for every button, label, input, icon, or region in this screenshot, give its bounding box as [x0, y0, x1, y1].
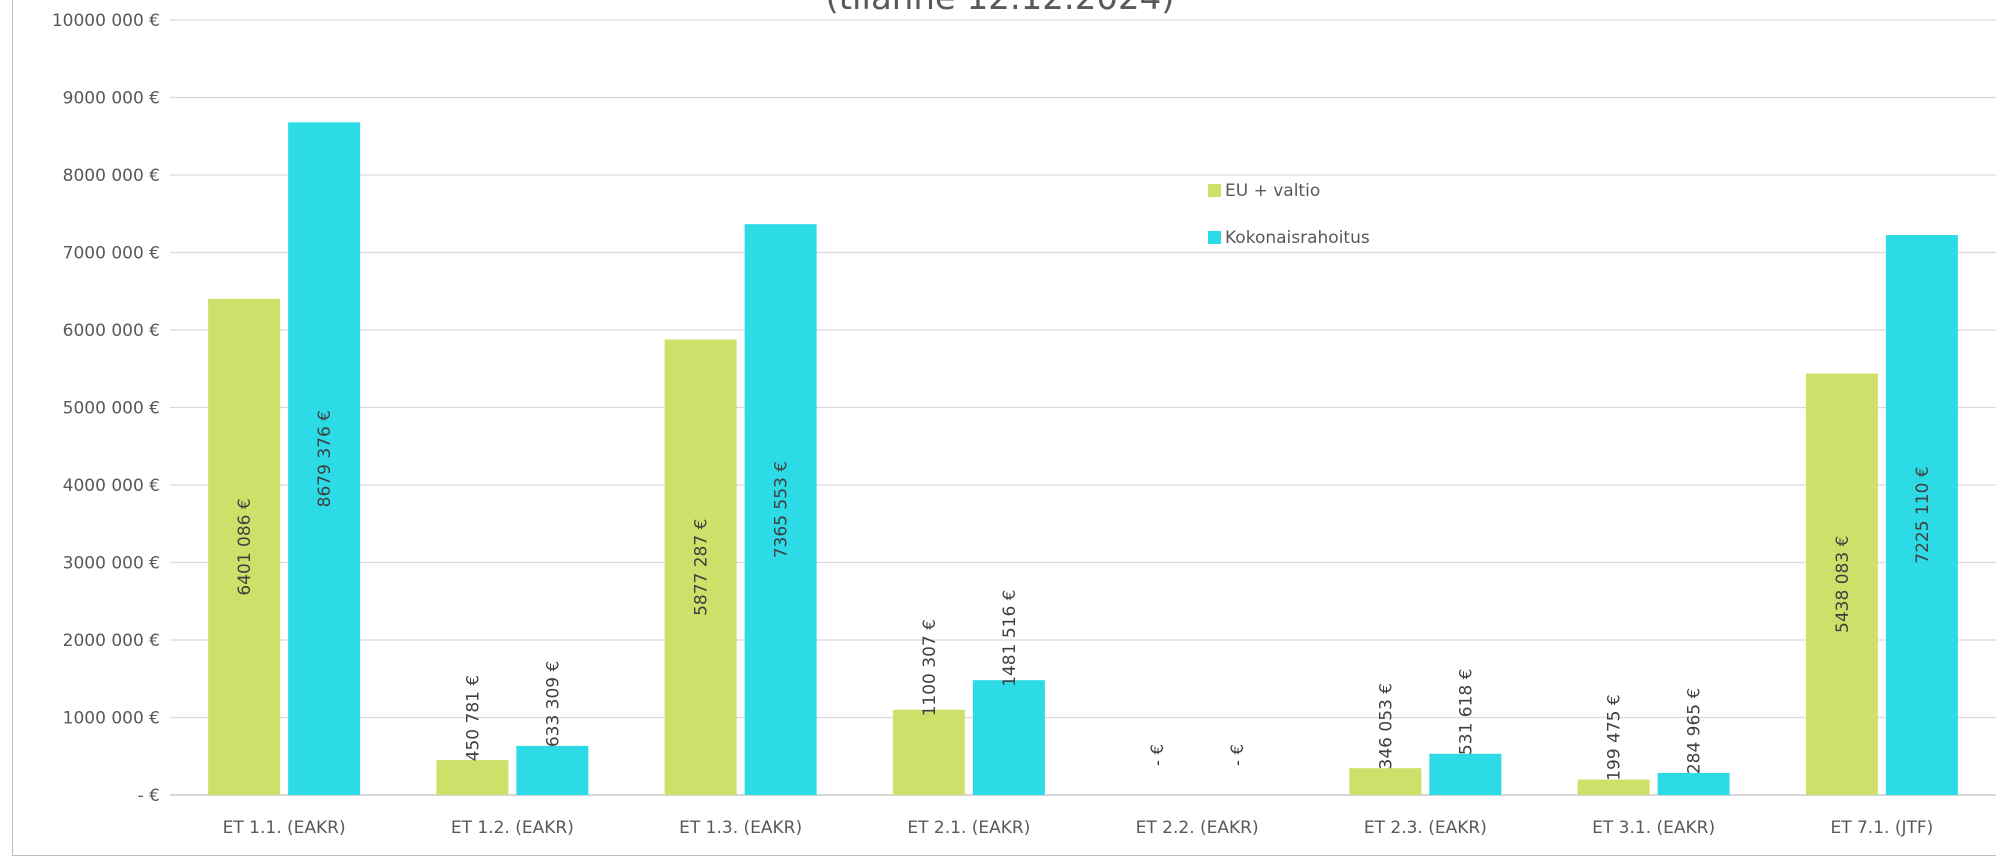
data-label: 1481 516 € — [1000, 590, 1020, 687]
data-label: 8679 376 € — [315, 410, 335, 507]
y-tick-label: 8000 000 € — [63, 166, 160, 186]
data-label: 284 965 € — [1685, 688, 1705, 775]
bar-eu-valtio — [1349, 768, 1422, 795]
x-tick-label: ET 2.2. (EAKR) — [1136, 818, 1259, 838]
data-label: - € — [1148, 744, 1168, 766]
data-labels: 6401 086 € 8679 376 € 450 781 € 633 309 € 58… — [235, 410, 1933, 781]
y-tick-label: 7000 000 € — [63, 244, 160, 264]
bar-kokonaisrahoitus — [1429, 753, 1502, 795]
data-label: 7365 553 € — [772, 461, 792, 558]
bar-kokonaisrahoitus — [744, 224, 817, 795]
data-label: 5438 083 € — [1833, 536, 1853, 633]
x-tick-label: ET 2.3. (EAKR) — [1364, 818, 1487, 838]
data-label: 531 618 € — [1456, 669, 1476, 756]
data-label: 5877 287 € — [692, 519, 712, 616]
legend: EU + valtio Kokonaisrahoitus — [1208, 181, 1370, 248]
bar-kokonaisrahoitus — [972, 680, 1045, 795]
y-tick-label: 6000 000 € — [63, 321, 160, 341]
bar-kokonaisrahoitus — [1657, 772, 1730, 795]
data-label: 6401 086 € — [235, 498, 255, 595]
legend-label: Kokonaisrahoitus — [1225, 228, 1370, 248]
y-tick-label: 3000 000 € — [63, 554, 160, 574]
bar-kokonaisrahoitus — [516, 745, 589, 795]
data-label: 346 053 € — [1376, 683, 1396, 770]
legend-swatch — [1208, 184, 1221, 197]
gridlines — [170, 19, 1996, 796]
data-label: 450 781 € — [463, 675, 483, 762]
x-tick-label: ET 1.3. (EAKR) — [679, 818, 802, 838]
y-tick-label: 10000 000 € — [52, 11, 160, 31]
x-tick-label: ET 2.1. (EAKR) — [907, 818, 1030, 838]
x-axis: ET 1.1. (EAKR) ET 1.2. (EAKR) ET 1.3. (EAK… — [223, 818, 1934, 838]
y-axis: 10000 000 € 9000 000 € 8000 000 € 7000 000 … — [52, 11, 160, 806]
data-label: 633 309 € — [543, 661, 563, 748]
y-tick-label: - € — [138, 786, 160, 806]
x-tick-label: ET 1.2. (EAKR) — [451, 818, 574, 838]
bar-eu-valtio — [436, 760, 509, 795]
y-tick-label: 2000 000 € — [63, 631, 160, 651]
bar-eu-valtio — [892, 709, 965, 795]
x-tick-label: ET 3.1. (EAKR) — [1592, 818, 1715, 838]
y-tick-label: 1000 000 € — [63, 709, 160, 729]
bar-eu-valtio — [1577, 779, 1650, 795]
chart-title: (tilanne 12.12.2024) — [0, 0, 1996, 18]
bar-eu-valtio — [1805, 373, 1878, 795]
bar-eu-valtio — [208, 298, 281, 795]
legend-swatch — [1208, 231, 1221, 244]
y-tick-label: 4000 000 € — [63, 476, 160, 496]
legend-label: EU + valtio — [1225, 181, 1320, 201]
y-tick-label: 9000 000 € — [63, 89, 160, 109]
bar-eu-valtio — [664, 339, 737, 795]
bar-kokonaisrahoitus — [288, 122, 361, 795]
bars — [208, 122, 1958, 796]
data-label: 7225 110 € — [1913, 466, 1933, 563]
x-tick-label: ET 7.1. (JTF) — [1830, 818, 1933, 838]
data-label: - € — [1228, 744, 1248, 766]
data-label: 199 475 € — [1605, 694, 1625, 781]
bar-kokonaisrahoitus — [1885, 235, 1958, 796]
x-tick-label: ET 1.1. (EAKR) — [223, 818, 346, 838]
data-label: 1100 307 € — [920, 619, 940, 716]
y-tick-label: 5000 000 € — [63, 399, 160, 419]
